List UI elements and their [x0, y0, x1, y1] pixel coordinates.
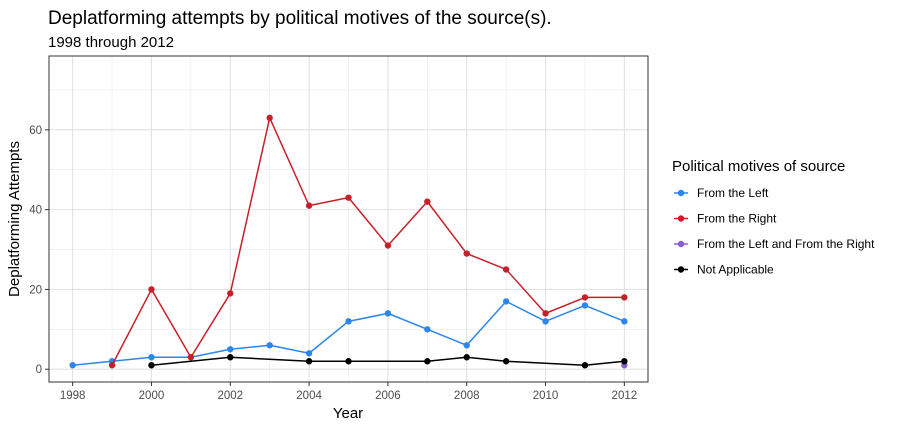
x-tick-label: 1998: [60, 390, 86, 402]
chart-subtitle: 1998 through 2012: [48, 34, 174, 51]
series-line: [111, 117, 625, 366]
x-tick-label: 2004: [296, 390, 322, 402]
data-point: [463, 342, 470, 349]
data-point: [424, 358, 431, 365]
data-point: [384, 310, 392, 317]
y-tick-label: 20: [29, 284, 42, 296]
y-tick-label: 40: [29, 205, 42, 217]
data-point: [502, 298, 510, 305]
data-point: [345, 358, 352, 365]
plot-area: 1998 2000 2002 2004 2006 2008 2010 2012 0 20 40 60: [29, 55, 649, 402]
legend-key-point: [677, 266, 685, 273]
data-point: [266, 342, 273, 349]
data-point: [621, 358, 628, 365]
data-point: [305, 358, 313, 365]
data-point: [345, 318, 352, 325]
legend-key-point: [677, 215, 685, 222]
x-tick-label: 2008: [454, 390, 480, 402]
data-point: [502, 358, 510, 365]
data-point: [542, 310, 549, 317]
x-tick-label: 2012: [612, 390, 638, 402]
legend-label: From the Left: [697, 186, 769, 200]
data-point: [148, 354, 155, 361]
data-point: [384, 242, 392, 249]
y-tick-label: 0: [36, 364, 42, 376]
panel-border: [48, 55, 649, 383]
data-point: [266, 114, 273, 122]
y-tick-label: 60: [29, 125, 42, 137]
x-tick-label: 2000: [139, 390, 165, 402]
legend-key-point: [677, 189, 685, 197]
x-axis-title: Year: [333, 405, 363, 422]
x-tick-label: 2010: [533, 390, 559, 402]
data-point: [424, 198, 431, 205]
data-point: [187, 354, 195, 361]
y-axis-title: Deplatforming Attempts: [6, 141, 23, 297]
data-point: [227, 290, 234, 297]
data-point: [581, 294, 589, 301]
data-point: [148, 362, 155, 369]
legend-label: From the Right: [697, 212, 777, 226]
data-point: [305, 350, 313, 357]
data-point: [463, 250, 470, 257]
legend-label: Not Applicable: [697, 263, 774, 277]
data-point: [424, 326, 431, 333]
chart-title: Deplatforming attempts by political moti…: [48, 8, 552, 29]
x-tick-label: 2006: [375, 390, 401, 402]
data-point: [542, 318, 549, 325]
data-point: [227, 346, 234, 353]
x-tick-label: 2002: [217, 390, 243, 402]
data-point: [345, 194, 352, 201]
data-point: [581, 302, 589, 309]
legend-title: Political motives of source: [672, 158, 845, 175]
data-point: [305, 202, 313, 209]
legend: Political motives of source From the Lef…: [672, 158, 875, 277]
data-point: [621, 318, 628, 325]
data-point: [69, 362, 76, 369]
legend-key-point: [677, 240, 685, 248]
data-point: [148, 286, 155, 293]
legend-label: From the Left and From the Right: [697, 237, 875, 251]
data-point: [108, 362, 116, 369]
data-point: [621, 294, 628, 301]
data-point: [227, 354, 234, 361]
data-point: [581, 362, 589, 369]
data-point: [502, 266, 510, 273]
data-point: [463, 354, 470, 361]
